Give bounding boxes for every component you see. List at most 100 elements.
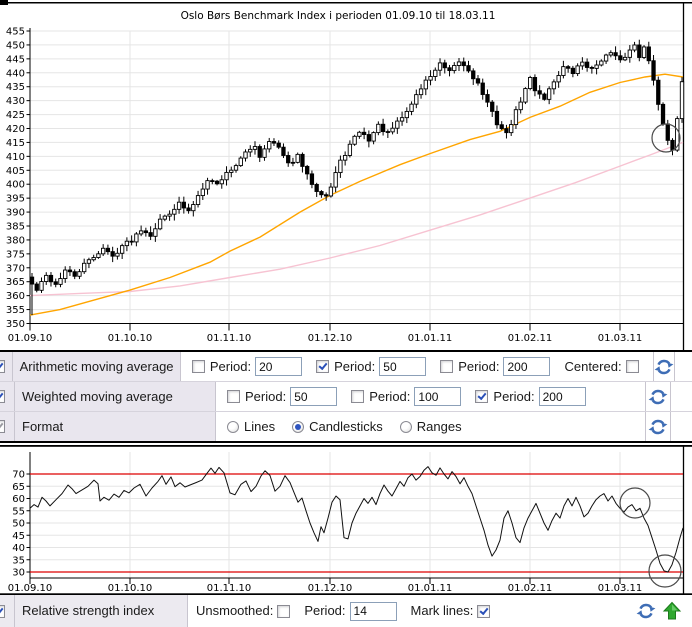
- refresh-icon: [654, 359, 673, 374]
- y-axis-label: 405: [6, 166, 25, 177]
- x-axis-label: 01.10.10: [108, 333, 153, 344]
- rsi-x-label: 01.12.10: [308, 583, 353, 594]
- panel-row-arithmetic-ma: Arithmetic moving average Period: Period:…: [0, 352, 692, 381]
- rsi-y-label: 35: [12, 555, 25, 566]
- control-group: Period:: [440, 352, 551, 381]
- refresh-icon: [636, 603, 656, 619]
- control-label: Period:: [209, 359, 252, 374]
- y-axis-label: 400: [6, 180, 25, 191]
- refresh-button[interactable]: [636, 601, 656, 621]
- ma50-line: [29, 73, 684, 316]
- row-label: Arithmetic moving average: [19, 359, 174, 374]
- refresh-button[interactable]: [654, 357, 674, 377]
- rsi-y-label: 70: [12, 470, 25, 481]
- weighted-ma-enabled-checkbox[interactable]: [0, 390, 5, 403]
- control-group: Period:: [304, 595, 397, 627]
- period-input[interactable]: [414, 387, 462, 406]
- period-input[interactable]: [503, 357, 551, 376]
- format-radio-ranges[interactable]: [399, 420, 412, 433]
- period-checkbox[interactable]: [351, 390, 365, 403]
- control-group: Candlesticks: [292, 412, 383, 441]
- format-radio-candlesticks[interactable]: [292, 420, 305, 433]
- y-axis-label: 365: [6, 277, 25, 288]
- control-label: Unsmoothed:: [196, 603, 274, 618]
- indicator-settings-panel: Arithmetic moving average Period: Period:…: [0, 352, 692, 443]
- option-checkbox[interactable]: [477, 604, 491, 618]
- rsi-x-label: 01.11.10: [207, 583, 252, 594]
- control-group: Period:: [316, 352, 427, 381]
- wma200-line: [29, 141, 684, 297]
- refresh-button[interactable]: [648, 417, 668, 437]
- option-checkbox[interactable]: [625, 360, 639, 373]
- refresh-button[interactable]: [648, 387, 668, 407]
- y-axis-label: 445: [6, 54, 25, 65]
- rsi-enabled-checkbox[interactable]: [0, 604, 5, 618]
- period-checkbox[interactable]: [316, 360, 330, 373]
- control-group: Centered:: [564, 352, 639, 381]
- row-label-cell: Format: [15, 412, 216, 441]
- x-axis-label: 01.12.10: [308, 333, 353, 344]
- annotation-circle: [651, 123, 681, 153]
- period-input[interactable]: [255, 357, 303, 376]
- row-label: Format: [22, 419, 64, 434]
- y-axis-label: 430: [6, 96, 25, 107]
- y-axis-label: 370: [6, 263, 25, 274]
- option-checkbox[interactable]: [277, 604, 291, 618]
- candlesticks: [29, 39, 685, 316]
- control-label: Lines: [244, 419, 276, 434]
- rsi-label-cell: Relative strength index: [15, 595, 188, 627]
- rsi-y-label: 60: [12, 494, 25, 505]
- rsi-x-label: 01.10.10: [108, 583, 153, 594]
- y-axis-label: 435: [6, 82, 25, 93]
- period-checkbox[interactable]: [440, 360, 454, 373]
- rsi-controls: Unsmoothed: Period: Mark lines:: [188, 595, 636, 627]
- period-checkbox[interactable]: [191, 360, 205, 373]
- row-enable-cell: [0, 382, 15, 411]
- period-input[interactable]: [290, 387, 338, 406]
- control-group: Unsmoothed:: [196, 595, 291, 627]
- control-label: Period:: [369, 389, 411, 404]
- rsi-line: [29, 466, 684, 573]
- format-radio-lines[interactable]: [227, 420, 239, 433]
- rsi-x-label: 01.03.11: [598, 583, 643, 594]
- y-axis-label: 395: [6, 194, 25, 205]
- rsi-y-label: 50: [12, 519, 25, 530]
- row-label-cell: Weighted moving average: [15, 382, 216, 411]
- chart-frame: [0, 0, 692, 352]
- row-enable-cell: [0, 352, 13, 381]
- annotation-circle: [648, 554, 682, 588]
- period-checkbox[interactable]: [475, 390, 489, 403]
- price-chart-svg[interactable]: 455 450 445 440 435 430 425 420 415 410 405 400 395 3…: [0, 0, 692, 352]
- rsi-enable-cell: [0, 595, 15, 627]
- rsi-settings-bar: Relative strength index Unsmoothed: Perio…: [0, 595, 692, 627]
- rsi-y-label: 45: [12, 531, 25, 542]
- row-label-cell: Arithmetic moving average: [12, 352, 181, 381]
- control-group: Ranges: [399, 412, 462, 441]
- control-group: Period:: [351, 382, 462, 411]
- rsi-label: Relative strength index: [22, 603, 155, 618]
- rsi-icons-cell: [636, 595, 692, 627]
- y-axis-label: 355: [6, 305, 25, 316]
- period-checkbox[interactable]: [227, 390, 240, 403]
- period-input[interactable]: [538, 387, 586, 406]
- y-axis-label: 385: [6, 222, 25, 233]
- move-up-button[interactable]: [662, 601, 682, 621]
- control-label: Period:: [245, 389, 287, 404]
- period-input[interactable]: [379, 357, 427, 376]
- rsi-x-label: 01.09.10: [8, 583, 53, 594]
- control-label: Period:: [458, 359, 500, 374]
- period-input[interactable]: [349, 601, 397, 621]
- row-label: Weighted moving average: [22, 389, 173, 404]
- rsi-grid: [30, 452, 683, 578]
- format-enabled-checkbox[interactable]: [0, 420, 5, 433]
- panel-row-format: Format Lines Candlesticks Ranges: [0, 411, 692, 441]
- up-arrow-icon: [662, 601, 682, 620]
- annotation-circle: [619, 487, 651, 519]
- y-axis-label: 410: [6, 152, 25, 163]
- arithmetic-ma-enabled-checkbox[interactable]: [0, 360, 5, 373]
- grid: [30, 30, 683, 324]
- y-axis-label: 360: [6, 291, 25, 302]
